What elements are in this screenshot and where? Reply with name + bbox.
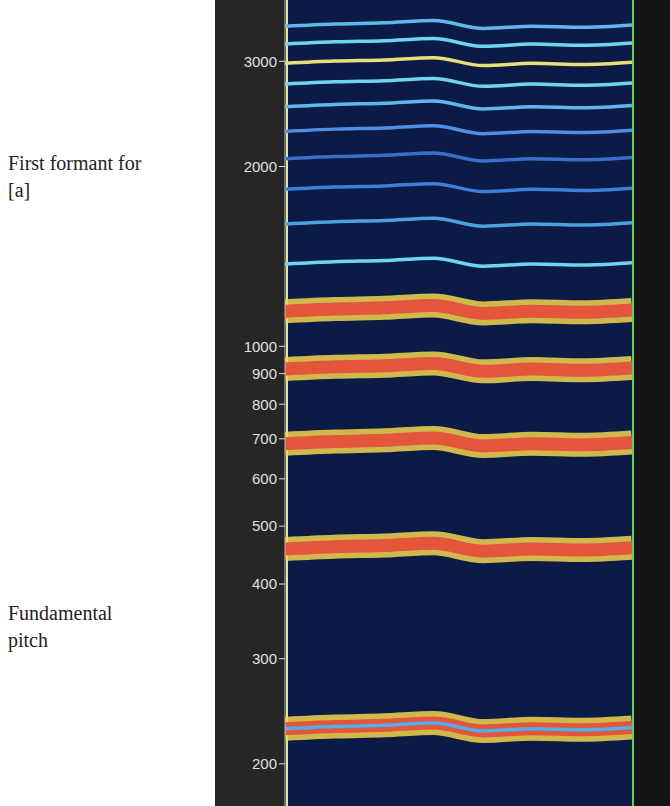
svg-text:700: 700 bbox=[252, 430, 277, 447]
svg-text:800: 800 bbox=[252, 396, 277, 413]
svg-text:1000: 1000 bbox=[244, 338, 277, 355]
svg-text:600: 600 bbox=[252, 470, 277, 487]
svg-text:200: 200 bbox=[252, 755, 277, 772]
svg-text:3000: 3000 bbox=[244, 53, 277, 70]
html-text:Fundamental pitch: Fundamental pitch bbox=[8, 602, 113, 651]
svg-text:900: 900 bbox=[252, 365, 277, 382]
html-text:First formant for [a]: First formant for [a] bbox=[8, 152, 142, 201]
svg-text:500: 500 bbox=[252, 517, 277, 534]
svg-text:2000: 2000 bbox=[244, 158, 277, 175]
svg-text:400: 400 bbox=[252, 575, 277, 592]
svg-text:300: 300 bbox=[252, 650, 277, 667]
